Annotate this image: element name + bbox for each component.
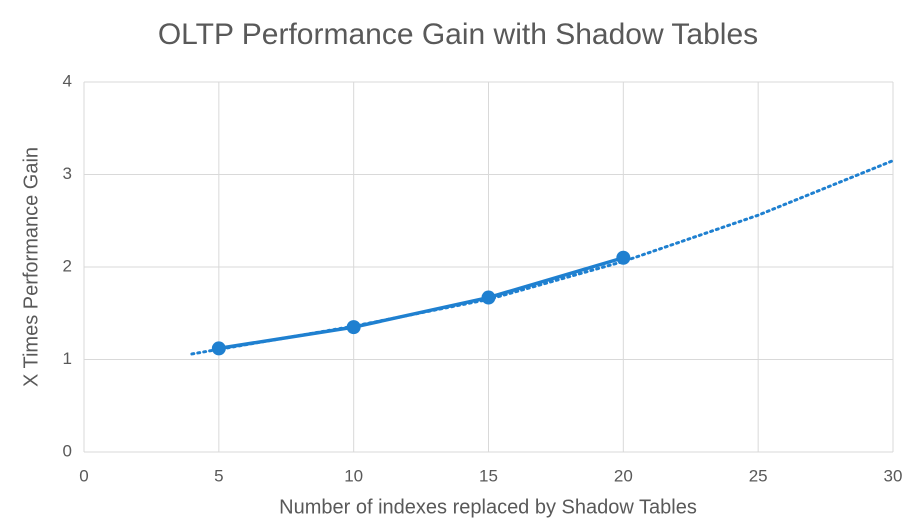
y-tick-label: 4 [63, 71, 72, 90]
y-tick-label: 2 [63, 256, 72, 275]
chart-title: OLTP Performance Gain with Shadow Tables [158, 18, 758, 51]
marker [211, 341, 226, 356]
y-tick-label: 1 [63, 349, 72, 368]
x-tick-label: 15 [479, 466, 498, 485]
series-line [218, 256, 624, 351]
marker [481, 290, 496, 305]
x-tick-label: 20 [614, 466, 633, 485]
y-axis-label: X Times Performance Gain [20, 147, 42, 387]
x-tick-label: 0 [79, 466, 88, 485]
y-tick-label: 0 [63, 441, 72, 460]
marker [346, 320, 361, 335]
marker [616, 250, 631, 265]
trendline [190, 159, 895, 356]
x-tick-label: 30 [884, 466, 903, 485]
x-tick-label: 5 [214, 466, 223, 485]
x-tick-label: 25 [749, 466, 768, 485]
y-tick-label: 3 [63, 164, 72, 183]
x-tick-label: 10 [344, 466, 363, 485]
x-axis-label: Number of indexes replaced by Shadow Tab… [279, 496, 697, 518]
